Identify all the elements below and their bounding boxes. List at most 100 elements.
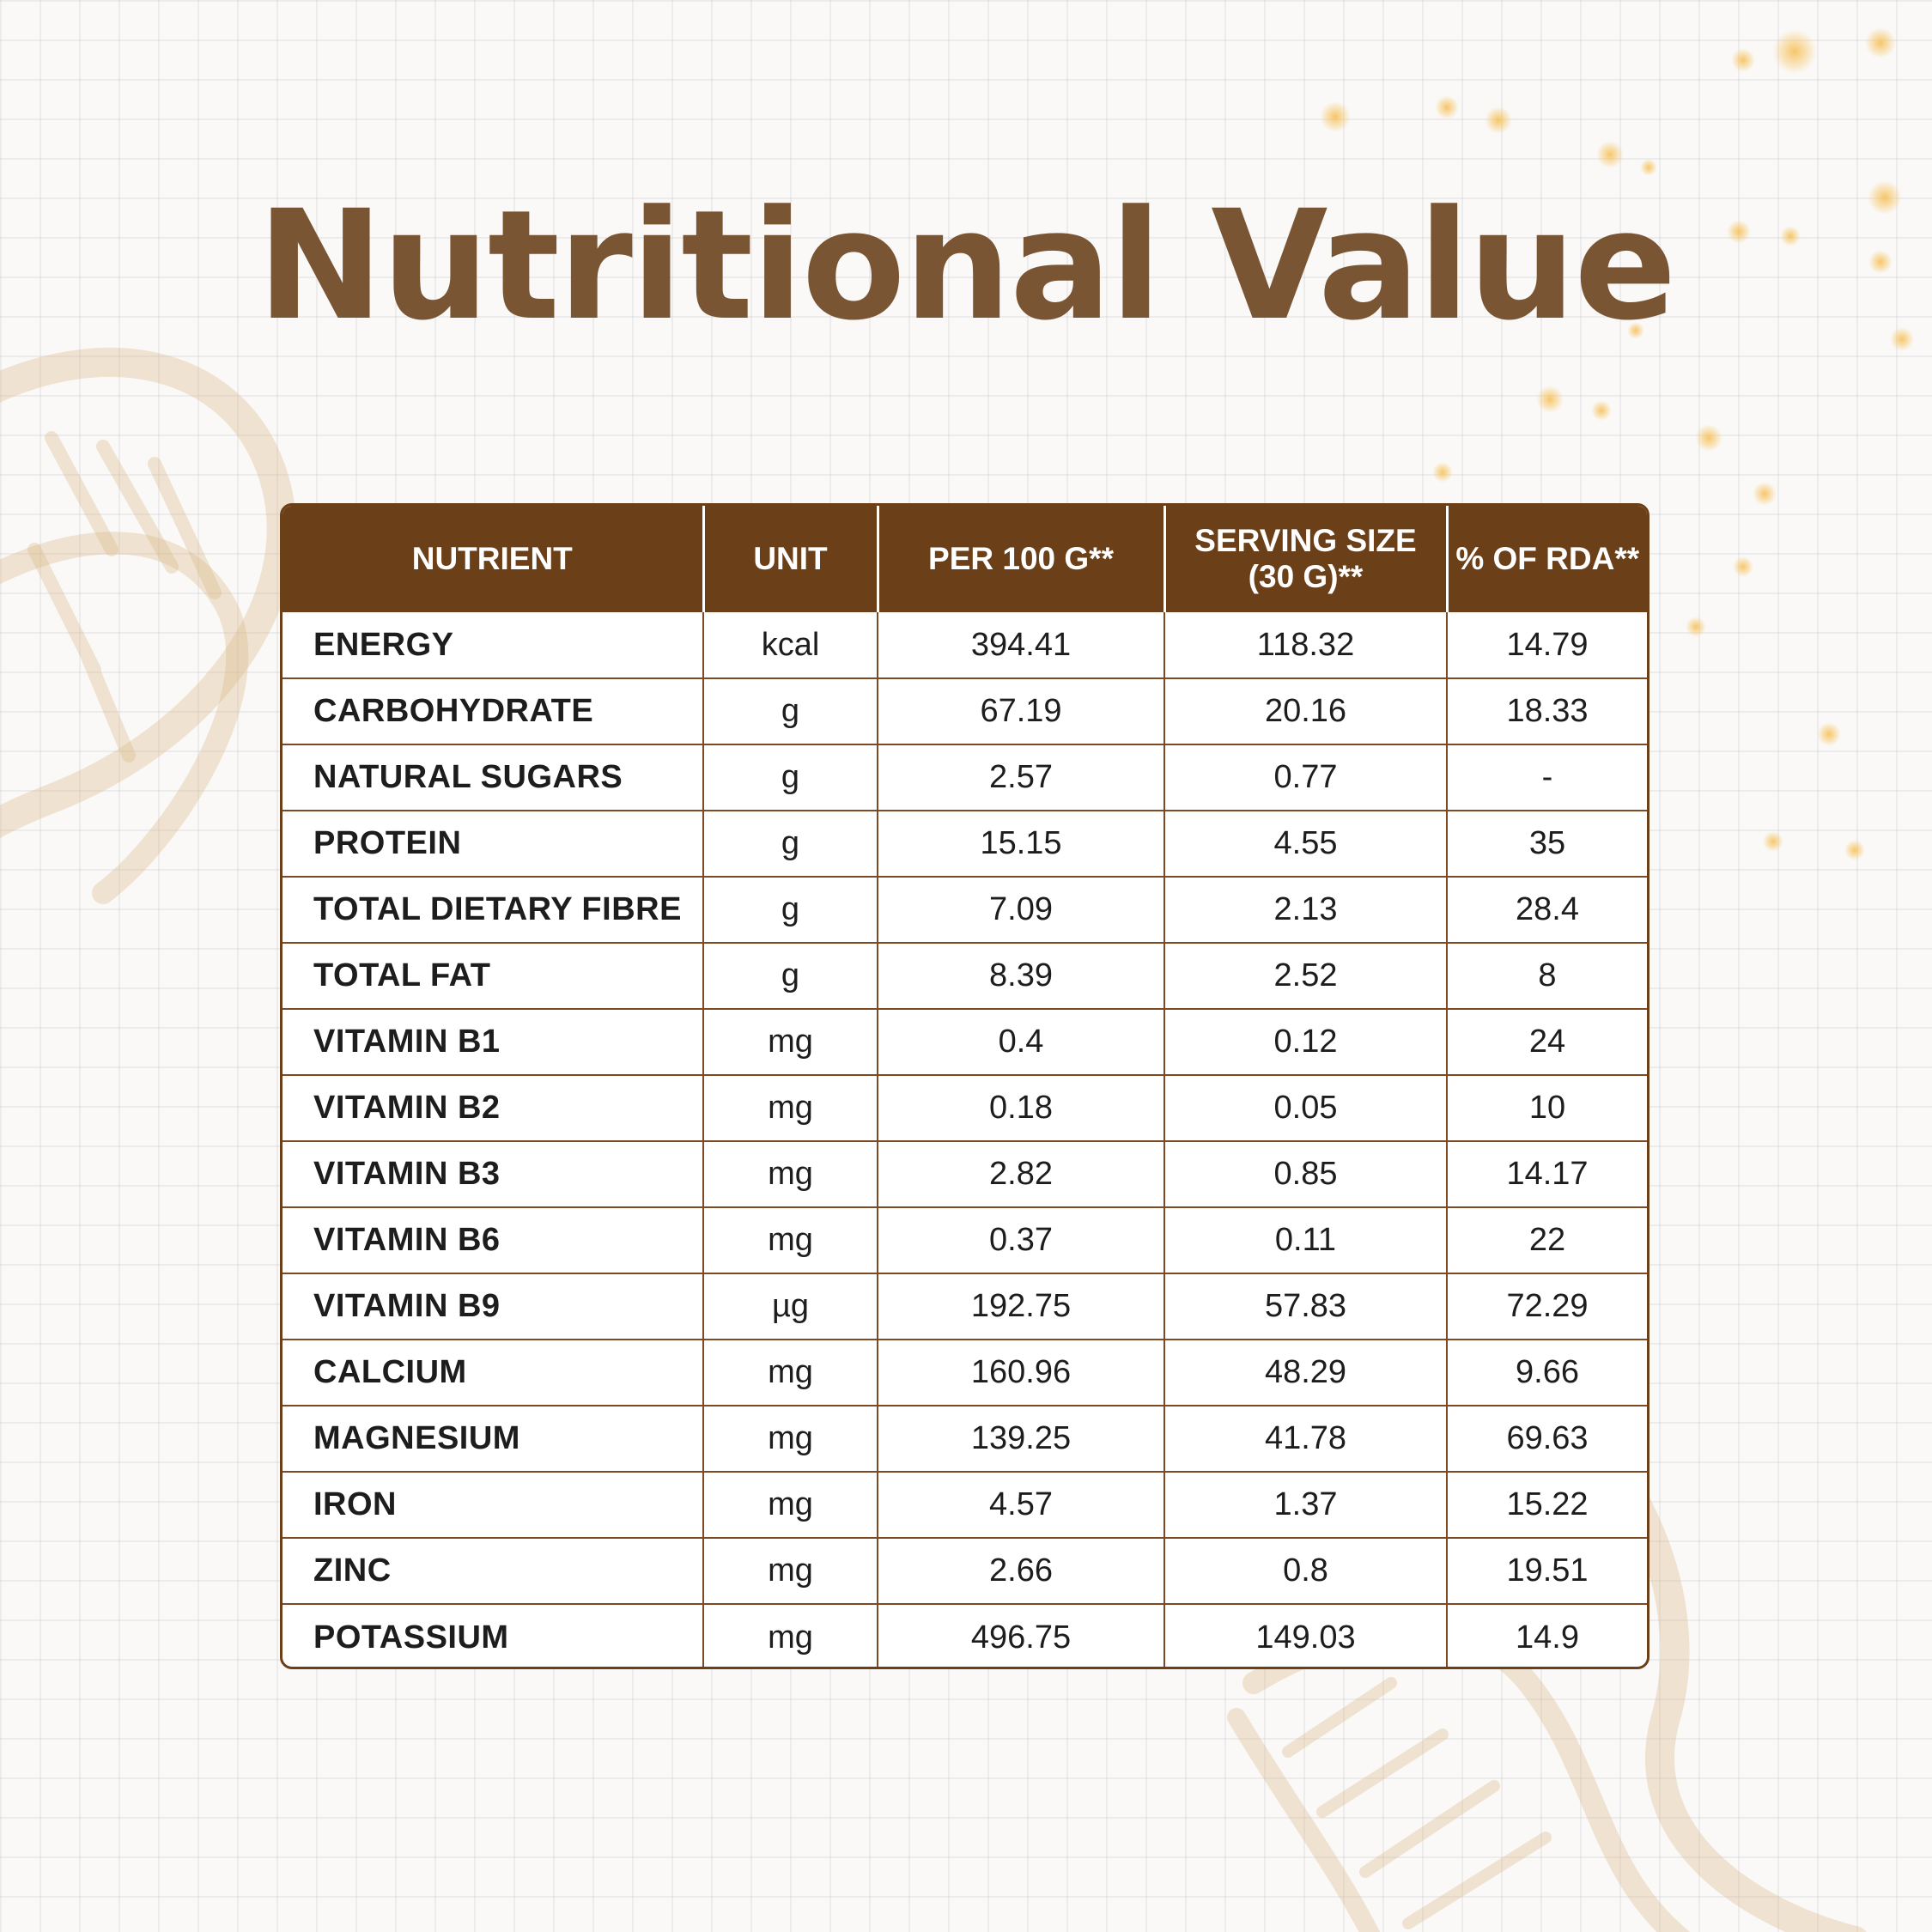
per-100g-value: 394.41 — [877, 612, 1164, 678]
table-row: ZINC mg 2.66 0.8 19.51 — [283, 1537, 1647, 1604]
table-row: VITAMIN B2 mg 0.18 0.05 10 — [283, 1074, 1647, 1141]
nutrient-name: TOTAL DIETARY FIBRE — [283, 876, 703, 943]
nutrient-unit: mg — [702, 1537, 878, 1604]
table-row: IRON mg 4.57 1.37 15.22 — [283, 1471, 1647, 1538]
table-row: TOTAL FAT g 8.39 2.52 8 — [283, 942, 1647, 1009]
dna-helix-icon — [0, 348, 296, 904]
serving-value: 0.77 — [1163, 744, 1447, 811]
nutrient-name: NATURAL SUGARS — [283, 744, 703, 811]
serving-value: 118.32 — [1163, 612, 1447, 678]
nutrition-table: NUTRIENT UNIT PER 100 G** SERVING SIZE (… — [280, 503, 1649, 1669]
per-100g-value: 160.96 — [877, 1339, 1164, 1406]
header-unit: UNIT — [702, 506, 878, 612]
nutrient-name: PROTEIN — [283, 810, 703, 877]
table-row: VITAMIN B9 µg 192.75 57.83 72.29 — [283, 1273, 1647, 1340]
rda-value: 15.22 — [1446, 1471, 1647, 1538]
nutrient-unit: g — [702, 677, 878, 744]
nutrient-unit: mg — [702, 1471, 878, 1538]
per-100g-value: 67.19 — [877, 677, 1164, 744]
per-100g-value: 15.15 — [877, 810, 1164, 877]
table-row: PROTEIN g 15.15 4.55 35 — [283, 810, 1647, 877]
rda-value: 14.79 — [1446, 612, 1647, 678]
per-100g-value: 8.39 — [877, 942, 1164, 1009]
nutrient-name: VITAMIN B1 — [283, 1008, 703, 1075]
per-100g-value: 139.25 — [877, 1405, 1164, 1472]
header-rda: % OF RDA** — [1445, 506, 1647, 612]
per-100g-value: 0.37 — [877, 1206, 1164, 1273]
nutrient-unit: mg — [702, 1206, 878, 1273]
nutrient-unit: mg — [702, 1008, 878, 1075]
nutrient-name: VITAMIN B9 — [283, 1273, 703, 1340]
table-row: ENERGY kcal 394.41 118.32 14.79 — [283, 612, 1647, 678]
per-100g-value: 7.09 — [877, 876, 1164, 943]
rda-value: 72.29 — [1446, 1273, 1647, 1340]
per-100g-value: 0.4 — [877, 1008, 1164, 1075]
table-row: VITAMIN B1 mg 0.4 0.12 24 — [283, 1008, 1647, 1075]
nutrient-unit: µg — [702, 1273, 878, 1340]
nutrient-unit: mg — [702, 1603, 878, 1667]
serving-value: 41.78 — [1163, 1405, 1447, 1472]
nutrition-table-grid: NUTRIENT UNIT PER 100 G** SERVING SIZE (… — [283, 506, 1647, 1667]
nutrient-name: MAGNESIUM — [283, 1405, 703, 1472]
rda-value: 14.9 — [1446, 1603, 1647, 1667]
nutrient-unit: mg — [702, 1405, 878, 1472]
serving-value: 20.16 — [1163, 677, 1447, 744]
nutrient-name: ENERGY — [313, 626, 454, 663]
table-row: CALCIUM mg 160.96 48.29 9.66 — [283, 1339, 1647, 1406]
per-100g-value: 4.57 — [877, 1471, 1164, 1538]
rda-value: 10 — [1446, 1074, 1647, 1141]
serving-value: 0.12 — [1163, 1008, 1447, 1075]
nutrient-name: CALCIUM — [283, 1339, 703, 1406]
rda-value: 69.63 — [1446, 1405, 1647, 1472]
serving-value: 2.13 — [1163, 876, 1447, 943]
nutrient-unit: g — [702, 942, 878, 1009]
rda-value: - — [1446, 744, 1647, 811]
nutrient-name: VITAMIN B2 — [283, 1074, 703, 1141]
nutrient-unit: mg — [702, 1074, 878, 1141]
serving-value: 2.52 — [1163, 942, 1447, 1009]
serving-value: 0.8 — [1163, 1537, 1447, 1604]
table-row: VITAMIN B6 mg 0.37 0.11 22 — [283, 1206, 1647, 1273]
sparkle-icon — [1320, 27, 1914, 860]
nutrient-unit: g — [702, 744, 878, 811]
nutrient-name: VITAMIN B3 — [283, 1140, 703, 1207]
rda-value: 19.51 — [1446, 1537, 1647, 1604]
nutrient-name: CARBOHYDRATE — [283, 677, 703, 744]
nutrient-unit: mg — [702, 1339, 878, 1406]
nutrient-name: POTASSIUM — [283, 1603, 703, 1667]
rda-value: 24 — [1446, 1008, 1647, 1075]
header-serving-size-line2: (30 G)** — [1248, 559, 1364, 594]
header-serving-size: SERVING SIZE (30 G)** — [1163, 506, 1447, 612]
header-per-100g: PER 100 G** — [876, 506, 1164, 612]
rda-value: 9.66 — [1446, 1339, 1647, 1406]
rda-value: 22 — [1446, 1206, 1647, 1273]
nutrient-name: VITAMIN B6 — [283, 1206, 703, 1273]
serving-value: 48.29 — [1163, 1339, 1447, 1406]
rda-value: 18.33 — [1446, 677, 1647, 744]
table-row: POTASSIUM mg 496.75 149.03 14.9 — [283, 1603, 1647, 1667]
serving-value: 0.05 — [1163, 1074, 1447, 1141]
table-row: VITAMIN B3 mg 2.82 0.85 14.17 — [283, 1140, 1647, 1207]
serving-value: 0.85 — [1163, 1140, 1447, 1207]
serving-value: 149.03 — [1163, 1603, 1447, 1667]
table-row: NATURAL SUGARS g 2.57 0.77 - — [283, 744, 1647, 811]
table-row: CARBOHYDRATE g 67.19 20.16 18.33 — [283, 677, 1647, 744]
rda-value: 35 — [1446, 810, 1647, 877]
nutrient-name: IRON — [283, 1471, 703, 1538]
nutrient-name: ZINC — [283, 1537, 703, 1604]
header-serving-size-line1: SERVING SIZE — [1194, 523, 1417, 558]
nutrient-unit: kcal — [702, 612, 878, 678]
rda-value: 8 — [1446, 942, 1647, 1009]
per-100g-value: 192.75 — [877, 1273, 1164, 1340]
table-row: MAGNESIUM mg 139.25 41.78 69.63 — [283, 1405, 1647, 1472]
per-100g-value: 2.66 — [877, 1537, 1164, 1604]
serving-value: 4.55 — [1163, 810, 1447, 877]
serving-value: 1.37 — [1163, 1471, 1447, 1538]
nutrient-unit: g — [702, 876, 878, 943]
nutrient-name: TOTAL FAT — [283, 942, 703, 1009]
rda-value: 14.17 — [1446, 1140, 1647, 1207]
per-100g-value: 496.75 — [877, 1603, 1164, 1667]
table-row: TOTAL DIETARY FIBRE g 7.09 2.13 28.4 — [283, 876, 1647, 943]
per-100g-value: 2.57 — [877, 744, 1164, 811]
header-nutrient: NUTRIENT — [283, 506, 703, 612]
